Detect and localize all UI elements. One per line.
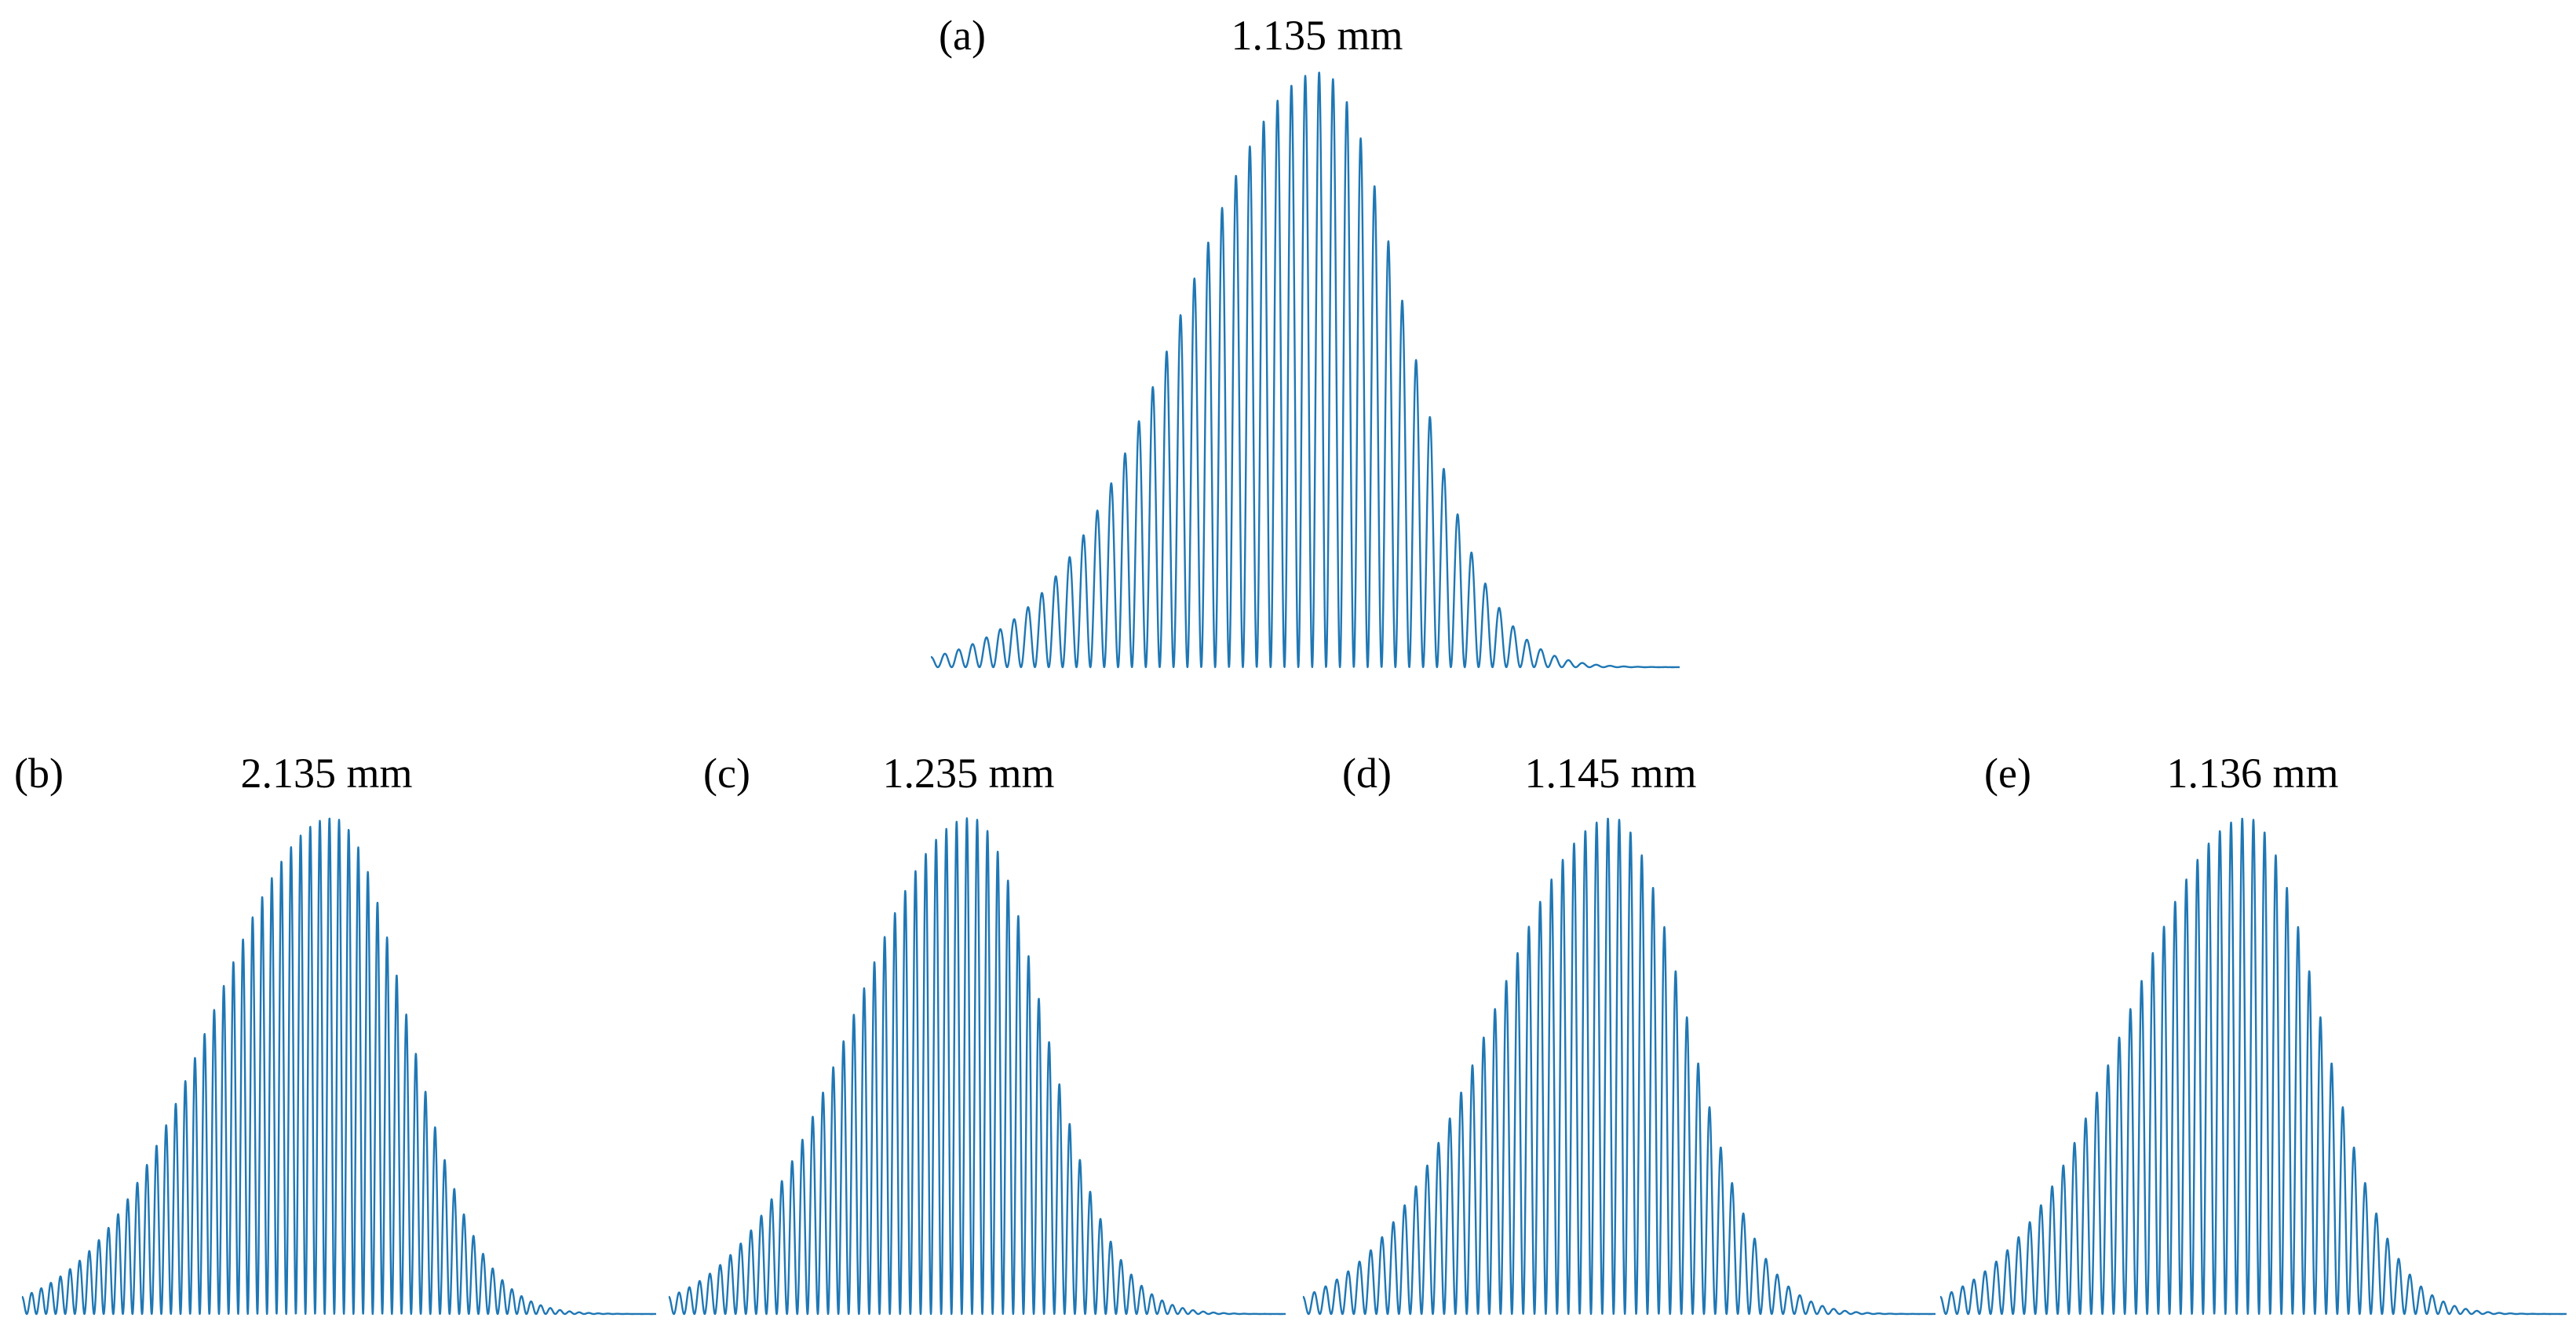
panel-c-title: 1.235 mm xyxy=(882,750,1055,797)
panel-e-signal-line xyxy=(1939,817,2567,1316)
panel-d-title: 1.145 mm xyxy=(1524,750,1697,797)
panel-e-title: 1.136 mm xyxy=(2166,750,2339,797)
panel-c-signal-line xyxy=(668,817,1286,1316)
panel-e-plot xyxy=(1939,817,2567,1316)
panel-c-label: (c) xyxy=(703,750,750,797)
panel-b-signal-line xyxy=(21,817,657,1316)
panel-a-plot xyxy=(930,71,1680,669)
panel-b: (b) 2.135 mm xyxy=(14,752,657,1316)
panel-c: (c) 1.235 mm xyxy=(668,752,1286,1316)
panel-b-label: (b) xyxy=(14,750,64,797)
panel-a-label: (a) xyxy=(939,12,986,59)
panel-d-label: (d) xyxy=(1342,750,1392,797)
panel-d-signal-line xyxy=(1302,817,1936,1316)
panel-c-plot xyxy=(668,817,1286,1316)
panel-a: (a) 1.135 mm xyxy=(930,14,1680,669)
panel-e: (e) 1.136 mm xyxy=(1939,752,2567,1316)
panel-b-title: 2.135 mm xyxy=(240,750,413,797)
panel-a-signal-line xyxy=(930,71,1680,669)
panel-b-plot xyxy=(21,817,657,1316)
panel-a-title: 1.135 mm xyxy=(1231,12,1403,59)
panel-d: (d) 1.145 mm xyxy=(1302,752,1936,1316)
panel-e-label: (e) xyxy=(1984,750,2031,797)
panel-d-plot xyxy=(1302,817,1936,1316)
